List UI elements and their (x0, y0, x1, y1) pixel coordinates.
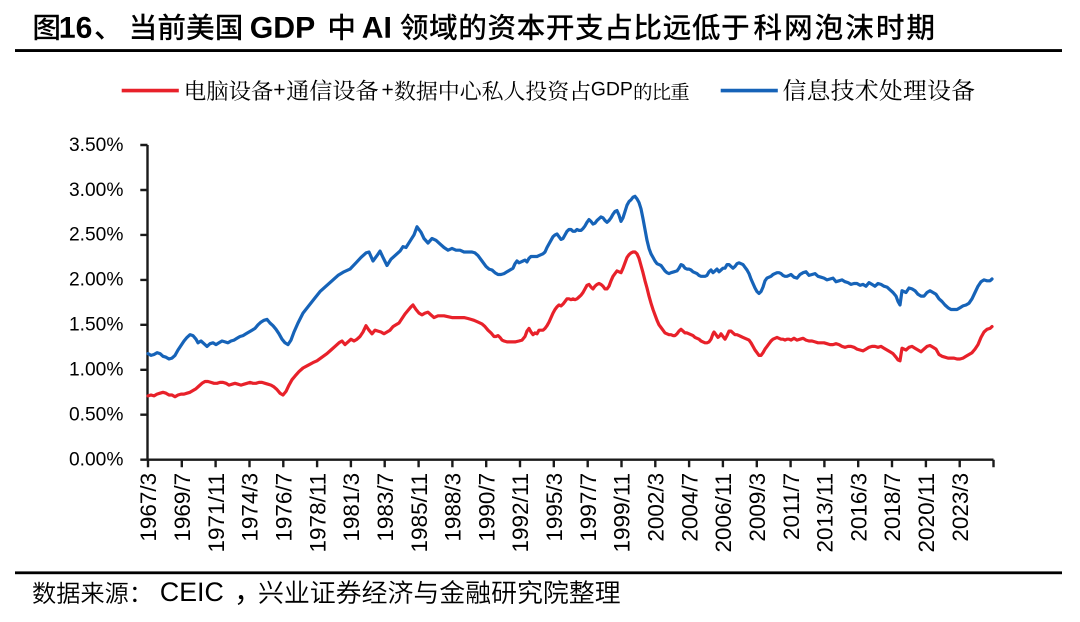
svg-text:1.00%: 1.00% (69, 360, 123, 381)
svg-text:1988/3: 1988/3 (441, 473, 466, 542)
svg-text:1978/11: 1978/11 (305, 473, 330, 553)
svg-text:2.50%: 2.50% (69, 225, 123, 246)
svg-text:1983/7: 1983/7 (373, 473, 398, 542)
svg-text:1995/3: 1995/3 (542, 473, 567, 542)
svg-text:3.50%: 3.50% (69, 135, 123, 156)
svg-text:1999/11: 1999/11 (610, 473, 635, 553)
svg-text:0.00%: 0.00% (69, 450, 123, 471)
svg-text:1971/11: 1971/11 (204, 473, 229, 553)
svg-text:2006/11: 2006/11 (711, 473, 736, 553)
svg-text:1997/7: 1997/7 (576, 473, 601, 542)
svg-text:2023/3: 2023/3 (948, 473, 973, 542)
svg-text:2018/7: 2018/7 (880, 473, 905, 542)
svg-text:1992/11: 1992/11 (508, 473, 533, 553)
svg-text:1976/7: 1976/7 (272, 473, 297, 542)
svg-text:3.00%: 3.00% (69, 180, 123, 201)
svg-text:2004/7: 2004/7 (677, 473, 702, 542)
svg-text:2016/3: 2016/3 (846, 473, 871, 542)
svg-text:2020/11: 2020/11 (914, 473, 939, 553)
svg-text:2013/11: 2013/11 (813, 473, 838, 553)
svg-text:1.50%: 1.50% (69, 315, 123, 336)
svg-text:2.00%: 2.00% (69, 270, 123, 291)
svg-text:1990/7: 1990/7 (474, 473, 499, 542)
svg-text:2011/7: 2011/7 (779, 473, 804, 540)
svg-text:1985/11: 1985/11 (407, 473, 432, 553)
svg-text:1974/3: 1974/3 (238, 473, 263, 542)
svg-text:1969/7: 1969/7 (170, 473, 195, 542)
svg-text:0.50%: 0.50% (69, 405, 123, 426)
svg-text:1981/3: 1981/3 (339, 473, 364, 542)
svg-text:2009/3: 2009/3 (745, 473, 770, 542)
svg-text:2002/3: 2002/3 (644, 473, 669, 542)
svg-text:1967/3: 1967/3 (136, 473, 161, 542)
